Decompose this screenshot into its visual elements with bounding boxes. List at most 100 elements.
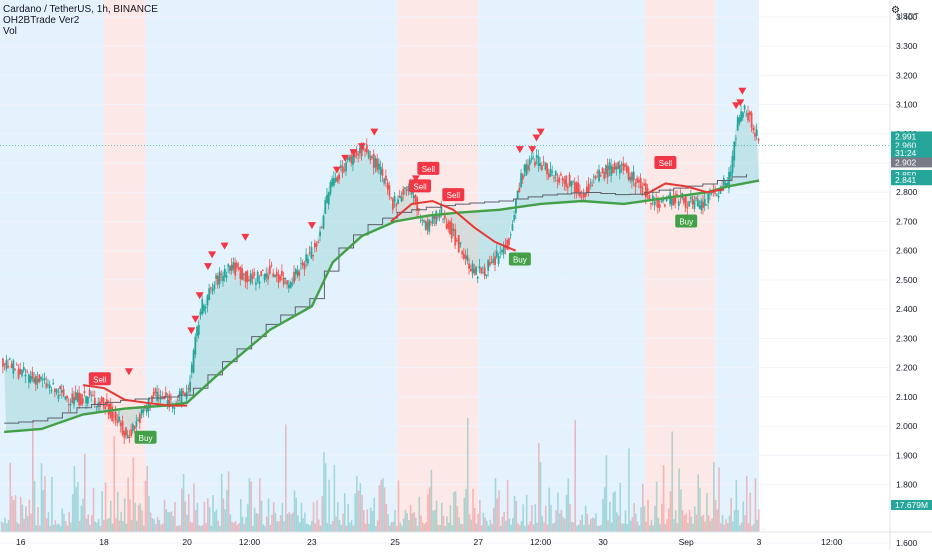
volume-bar (453, 492, 455, 532)
volume-bar (265, 516, 268, 532)
candle (430, 221, 432, 223)
sell-signal-box[interactable] (409, 179, 432, 193)
y-tick-label: 1.900 (896, 450, 918, 460)
candle (554, 171, 557, 176)
sell-signal-label[interactable]: Sell (93, 375, 107, 384)
buy-signal-box[interactable] (675, 214, 698, 228)
sell-signal-label[interactable]: Sell (422, 165, 436, 174)
candle (293, 272, 296, 283)
volume-bar (203, 501, 206, 532)
candle (733, 141, 736, 161)
buy-signal-box[interactable] (134, 430, 157, 444)
candle (14, 369, 17, 371)
volume-bar (170, 511, 173, 532)
sell-signal-box[interactable] (442, 188, 465, 202)
sell-signal-label[interactable]: Sell (413, 182, 427, 191)
volume-bar (167, 512, 169, 532)
volume-bar (733, 509, 736, 532)
volume-bar (538, 443, 540, 532)
price-axis[interactable] (890, 0, 932, 550)
buy-signal-box[interactable] (508, 252, 531, 266)
volume-bar (498, 490, 500, 532)
volume-bar (350, 520, 353, 532)
candle (664, 204, 666, 207)
volume-bar (37, 507, 39, 532)
candle (700, 200, 703, 210)
sell-signal-box[interactable] (417, 161, 440, 175)
volume-bar (609, 501, 611, 532)
volume-bar (7, 519, 10, 532)
volume-bar (499, 525, 502, 532)
candle (244, 272, 247, 282)
volume-bar (110, 500, 112, 532)
candle (180, 389, 183, 403)
buy-signal-label[interactable]: Buy (513, 255, 527, 264)
volume-bar (236, 524, 239, 532)
volume-bar (111, 523, 114, 532)
candle (251, 275, 254, 279)
buy-signal-label[interactable]: Buy (139, 434, 153, 443)
candle (216, 275, 219, 285)
volume-bar (732, 521, 734, 532)
volume-bar (427, 494, 429, 532)
candle (404, 187, 406, 189)
candle (156, 391, 159, 401)
candle (305, 254, 308, 262)
candle (203, 305, 205, 312)
candle (459, 242, 462, 245)
volume-bar (692, 523, 694, 532)
candle (494, 256, 497, 265)
volume-bar (659, 523, 661, 532)
gear-icon[interactable]: ⚙ (891, 5, 900, 16)
volume-bar (730, 497, 732, 532)
volume-bar (683, 515, 686, 532)
volume-bar (0, 521, 3, 532)
candle (688, 201, 691, 207)
candle (154, 388, 157, 394)
sell-signal-box[interactable] (88, 372, 111, 386)
sell-signal-box[interactable] (654, 156, 677, 169)
candle (638, 179, 640, 183)
volume-bar (356, 475, 358, 532)
volume-bar (158, 520, 161, 532)
sell-signal-label[interactable]: Sell (447, 191, 461, 200)
sell-signal-label[interactable]: Sell (659, 159, 673, 168)
candle (35, 376, 37, 385)
candle (164, 392, 167, 397)
x-tick-label: 12:00 (239, 537, 261, 547)
candle (275, 271, 278, 276)
volume-bar (163, 499, 166, 532)
buy-signal-label[interactable]: Buy (679, 217, 693, 226)
candle (722, 178, 725, 186)
volume-bar (635, 513, 637, 532)
candle (128, 437, 131, 439)
volume-bar (272, 502, 275, 532)
volume-label[interactable]: Vol (3, 26, 17, 37)
volume-bar (487, 525, 490, 532)
indicator-label[interactable]: OH2BTrade Ver2 (3, 15, 80, 26)
volume-bar (423, 523, 426, 532)
volume-bar (187, 494, 190, 532)
candle (407, 185, 410, 192)
y-tick-label: 2.800 (896, 187, 918, 197)
candle (204, 307, 207, 309)
volume-bar (255, 513, 258, 532)
candle (605, 165, 607, 175)
volume-bar (475, 523, 478, 532)
candle (343, 169, 346, 171)
volume-bar (309, 525, 311, 532)
candle (248, 279, 250, 281)
volume-bar (756, 519, 758, 532)
candle (170, 398, 172, 400)
candle (5, 360, 8, 369)
price-tag (891, 157, 932, 168)
volume-bar (115, 518, 117, 532)
volume-bar (570, 521, 573, 532)
price-tag (891, 140, 932, 151)
background-zone (103, 0, 146, 532)
volume-bar (466, 417, 469, 532)
volume-bar (314, 523, 317, 532)
volume-bar (146, 465, 148, 532)
